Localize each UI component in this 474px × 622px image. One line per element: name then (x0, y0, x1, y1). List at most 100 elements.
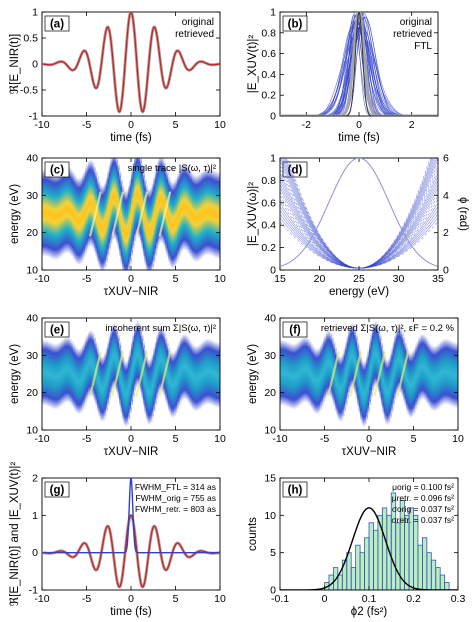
heatmap-strip (178, 340, 181, 407)
heatmap-strip (174, 180, 177, 268)
legend-original: original (400, 17, 432, 28)
heatmap-strip (110, 158, 113, 246)
heatmap-strip (114, 158, 117, 241)
heatmap-strip (432, 345, 435, 412)
histogram-bar-fill (369, 522, 374, 590)
y-tick-label: 0 (270, 111, 276, 123)
heatmap-strip (343, 347, 346, 414)
heatmap-strip (422, 333, 425, 400)
heatmap-strip (199, 343, 202, 410)
heatmap-strip (135, 158, 138, 239)
heatmap-strip (74, 174, 77, 263)
annotation-fwhm: FWHM_orig = 755 as (135, 493, 216, 503)
panel-title: incoherent sum Σ|S(ω, τ)|² (105, 323, 216, 334)
heatmap-strip (56, 343, 59, 410)
heatmap-strip (280, 339, 283, 406)
series-retrieved-line (280, 15, 438, 116)
heatmap-strip (214, 170, 217, 258)
legend-retrieved: retrieved (393, 29, 432, 40)
heatmap-strip (327, 329, 330, 396)
x-tick-label: -5 (82, 433, 91, 445)
heatmap-strip (380, 341, 383, 408)
heatmap-strip (131, 170, 134, 258)
annotation-stats: μorig = 0.100 fs² (392, 482, 454, 492)
y-tick-label: 0.6 (261, 197, 276, 209)
heatmap-strip (90, 330, 94, 397)
histogram-bar-fill (426, 552, 432, 590)
heatmap-strip (65, 336, 68, 403)
x-tick-label: -5 (82, 273, 91, 285)
legend-retrieved: retrieved (175, 29, 214, 40)
heatmap-strip (188, 168, 191, 256)
heatmap-strip (58, 171, 61, 259)
heatmap-strip (440, 340, 443, 407)
heatmap-strip (331, 336, 334, 403)
heatmap-strip (68, 166, 71, 254)
heatmap-strip (398, 326, 401, 393)
heatmap-strip (74, 345, 77, 412)
heatmap-strip (306, 337, 309, 404)
y-tick-label: 15 (264, 473, 276, 485)
heatmap-strip (342, 352, 345, 419)
x-tick-label: -10 (34, 593, 49, 605)
heatmap-strip (122, 184, 125, 270)
heatmap-strip (129, 178, 132, 266)
heatmap-strip (64, 337, 67, 404)
heatmap-strip (323, 337, 326, 404)
heatmap-strip (139, 326, 142, 393)
heatmap-strip (284, 340, 287, 407)
histogram-bar-fill (377, 515, 383, 590)
histogram-bar-fill (337, 575, 343, 590)
heatmap-strip (93, 336, 96, 403)
heatmap-strip (55, 172, 58, 261)
heatmap-strip (309, 340, 312, 407)
heatmap-strip (302, 337, 305, 404)
heatmap-strip (419, 335, 422, 402)
heatmap-strip (59, 170, 62, 258)
x-tick-label: 10 (214, 593, 226, 605)
x-tick-label: 0.1 (362, 593, 377, 605)
heatmap-strip (132, 333, 135, 400)
heatmap-strip (202, 340, 205, 407)
heatmap-strip (53, 172, 56, 261)
heatmap-strip (71, 340, 74, 407)
heatmap-strip (388, 357, 391, 424)
heatmap-strip (382, 348, 385, 415)
heatmap-strip (166, 170, 169, 258)
heatmap-strip (190, 170, 193, 258)
heatmap-strip (202, 170, 205, 258)
histogram-bar-fill (346, 552, 352, 590)
histogram-bar-fill (413, 515, 418, 590)
heatmap-strip (196, 174, 199, 263)
heatmap-strip (157, 158, 160, 247)
heatmap-strip (377, 326, 380, 393)
heatmap-strip (156, 334, 159, 401)
series-retrieved-line (42, 12, 220, 113)
heatmap-strip (50, 342, 53, 409)
heatmap-strip (349, 324, 352, 391)
heatmap-strip (321, 341, 324, 408)
series-phase-line (280, 180, 438, 269)
x-tick-label: -10 (272, 433, 287, 445)
heatmap-strip (416, 340, 419, 407)
heatmap-strip (412, 350, 415, 417)
heatmap-strip (65, 165, 68, 254)
heatmap-strip (59, 341, 62, 408)
x-axis-label: τXUV−NIR (342, 446, 397, 458)
heatmap-strip (171, 351, 174, 418)
heatmap-strip (87, 331, 91, 398)
heatmap-strip (70, 168, 73, 256)
x-tick-label: -5 (82, 593, 91, 605)
heatmap-strip (209, 168, 212, 256)
heatmap-strip (190, 341, 193, 408)
series-phase-line (280, 165, 438, 269)
heatmap-strip (61, 169, 64, 257)
heatmap-strip (159, 158, 162, 244)
panel-f: -10 -5 0 5 10 10 20 30 40 τXUV−NIR energy (eV) (f) r… (247, 313, 464, 459)
heatmap-strip (80, 346, 83, 413)
heatmap-strip (215, 170, 218, 259)
series-ftl-line (280, 12, 438, 116)
heatmap-strip (391, 347, 394, 414)
heatmap-strip (171, 181, 174, 269)
heatmap-strip (410, 352, 413, 419)
